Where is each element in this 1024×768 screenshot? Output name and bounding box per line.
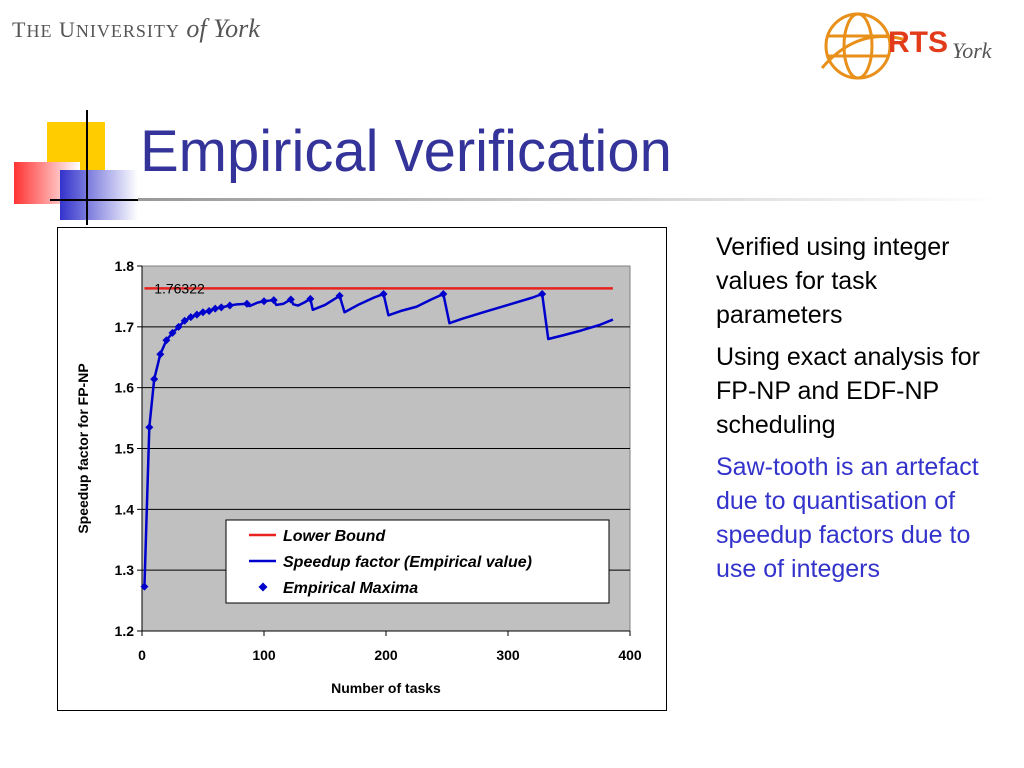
legend-label: Speedup factor (Empirical value) [283, 554, 532, 571]
title-decoration [14, 110, 1000, 225]
university-logo: THE UNIVERSITY of York [12, 14, 260, 43]
empirical-maxima-point [335, 291, 344, 300]
x-tick-label: 300 [496, 647, 520, 663]
globe-icon [820, 12, 907, 80]
legend-label: Lower Bound [283, 528, 386, 545]
x-tick-label: 200 [374, 647, 398, 663]
empirical-maxima-point [439, 289, 448, 298]
bullet-item-highlight: Saw-tooth is an artefact due to quantisa… [716, 453, 979, 583]
y-tick-label: 1.7 [115, 319, 135, 335]
y-tick-label: 1.3 [115, 562, 135, 578]
speedup-chart: 1.2 1.3 1.4 1.5 1.6 1.7 1.8 0 100 200 300 400 Number… [75, 258, 642, 696]
empirical-maxima-point [538, 289, 547, 298]
empirical-maxima-point [156, 350, 165, 359]
legend-box [225, 519, 610, 604]
x-tick-label: 0 [138, 647, 146, 663]
empirical-maxima-point [211, 304, 220, 313]
rts-york-logo: RTS York [820, 12, 993, 80]
empirical-maxima-point [186, 313, 195, 322]
legend-label: Empirical Maxima [283, 580, 418, 597]
legend-marker-symbol [258, 582, 268, 592]
empirical-maxima-point [217, 303, 226, 312]
y-axis-label: Speedup factor for FP-NP [75, 363, 91, 533]
y-tick-label: 1.2 [115, 623, 135, 639]
chart-frame: 1.2 1.3 1.4 1.5 1.6 1.7 1.8 0 100 200 300 400 Number… [57, 227, 667, 711]
empirical-maxima-point [225, 301, 234, 310]
empirical-maxima-point [150, 375, 159, 384]
empirical-maxima-point [174, 322, 183, 331]
empirical-maxima-point [269, 296, 278, 305]
slide-title: Empirical verification [140, 119, 672, 184]
x-tick-label: 100 [252, 647, 276, 663]
lower-bound-annotation: 1.76322 [154, 280, 205, 296]
y-tick-label: 1.6 [115, 380, 135, 396]
svg-text:RTS: RTS [888, 26, 948, 59]
svg-text:York: York [952, 38, 993, 63]
empirical-maxima-point [180, 316, 189, 325]
empirical-maxima-point [199, 308, 207, 317]
empirical-maxima-point [192, 310, 201, 319]
x-tick-label: 400 [618, 647, 642, 663]
y-tick-label: 1.5 [115, 441, 135, 457]
empirical-maxima-point [168, 328, 177, 337]
empirical-maxima-point [205, 307, 214, 316]
bullet-item: Using exact analysis for FP-NP and EDF-N… [716, 343, 981, 439]
empirical-maxima-point [379, 289, 388, 298]
bullet-item: Verified using integer values for task p… [716, 233, 950, 329]
empirical-maxima-point [306, 294, 315, 303]
y-tick-label: 1.8 [115, 258, 135, 274]
x-axis-label: Number of tasks [331, 680, 441, 696]
bullet-list: Verified using integer values for task p… [716, 230, 1006, 594]
y-tick-label: 1.4 [115, 501, 135, 517]
empirical-maxima-point [242, 299, 251, 308]
empirical-maxima-point [145, 423, 154, 432]
empirical-maxima-point [140, 582, 149, 591]
empirical-maxima-point [162, 336, 171, 345]
empirical-maxima-point [260, 297, 268, 306]
empirical-maxima-point [286, 295, 295, 304]
